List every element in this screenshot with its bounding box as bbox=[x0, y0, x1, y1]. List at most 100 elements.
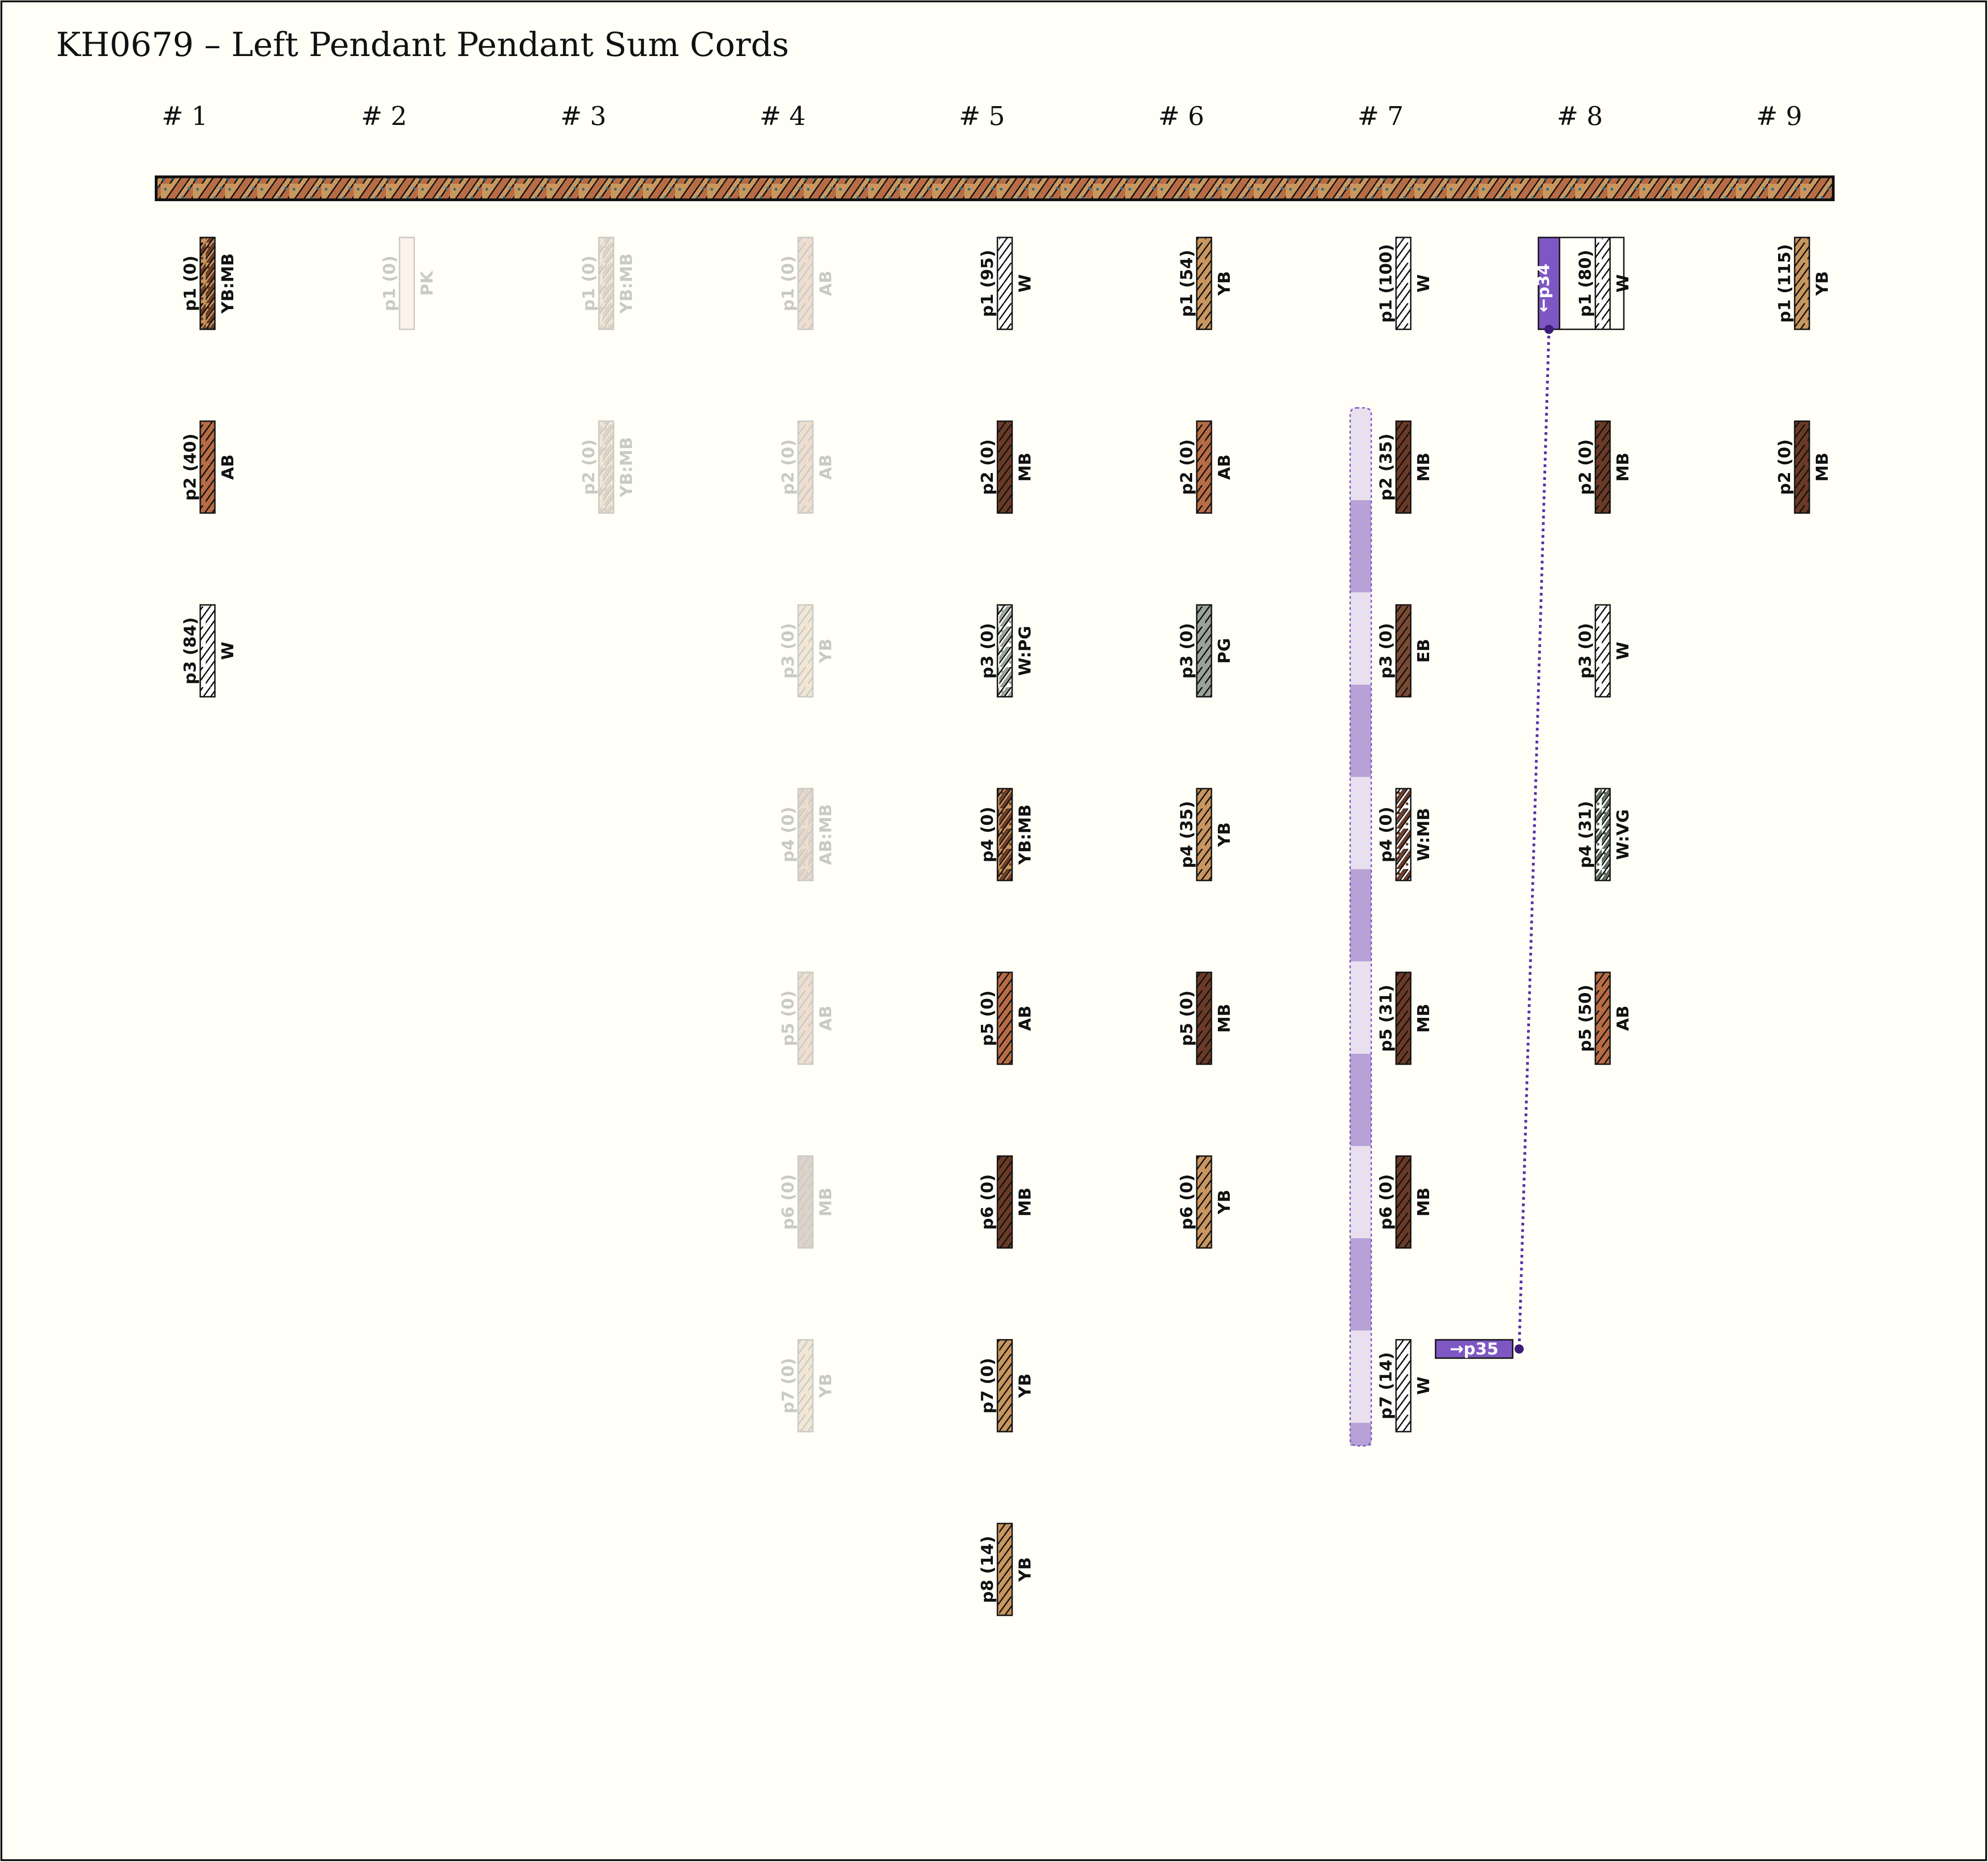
cord-id-label: p3 (0) bbox=[1177, 623, 1196, 678]
group-label: # 1 bbox=[162, 102, 208, 131]
group-label: # 3 bbox=[560, 102, 606, 131]
cord-body bbox=[797, 420, 814, 514]
cord-body bbox=[1196, 1155, 1212, 1249]
pendant-cord: p3 (0) YB bbox=[779, 604, 835, 698]
diagram-title: KH0679 – Left Pendant Pendant Sum Cords bbox=[56, 25, 789, 64]
pendant-cord: p8 (14) YB bbox=[978, 1523, 1035, 1616]
cord-color-label: AB bbox=[219, 454, 237, 480]
cord-id-label: p2 (0) bbox=[580, 439, 598, 495]
cord-id-label: p2 (35) bbox=[1377, 434, 1396, 501]
cord-color-label: YB bbox=[817, 1373, 835, 1399]
cord-body bbox=[997, 1523, 1013, 1616]
cord-color-label: YB bbox=[1813, 271, 1832, 296]
group-label: # 5 bbox=[959, 102, 1005, 131]
pendant-cord: p5 (0) AB bbox=[779, 971, 835, 1065]
cord-body bbox=[997, 971, 1013, 1065]
cord-id-label: p1 (115) bbox=[1775, 244, 1794, 322]
cord-body bbox=[1594, 420, 1611, 514]
cord-body bbox=[1395, 971, 1412, 1065]
cord-body bbox=[1594, 604, 1611, 698]
pendant-cord: p3 (0) W:PG bbox=[978, 604, 1035, 698]
pendant-cord: p1 (0) YB:MB bbox=[580, 237, 636, 330]
cord-id-label: p4 (31) bbox=[1576, 801, 1595, 868]
pendant-cord: p1 (54) YB bbox=[1177, 237, 1234, 330]
cord-color-label: AB bbox=[817, 1005, 835, 1031]
group-label: # 9 bbox=[1756, 102, 1802, 131]
cord-body bbox=[598, 420, 614, 514]
cord-color-label: W bbox=[1614, 642, 1633, 660]
cord-body bbox=[199, 237, 216, 330]
cord-color-label: AB bbox=[1016, 1005, 1035, 1031]
cord-color-label: AB bbox=[1614, 1005, 1633, 1031]
cord-color-label: YB bbox=[817, 638, 835, 664]
pendant-cord: p6 (0) YB bbox=[1177, 1155, 1234, 1249]
cord-body bbox=[598, 237, 614, 330]
sum-band-segment bbox=[1350, 1054, 1371, 1146]
cord-color-label: AB:MB bbox=[817, 804, 835, 865]
pendant-cord: p1 (115) YB bbox=[1775, 237, 1832, 330]
sum-tag-left-label: ←p34 bbox=[1534, 264, 1553, 312]
cord-body bbox=[1196, 237, 1212, 330]
pendant-cord: p2 (0) MB bbox=[978, 420, 1035, 514]
cord-id-label: p3 (84) bbox=[181, 617, 200, 684]
cord-color-label: PG bbox=[1215, 638, 1234, 664]
cord-body bbox=[797, 237, 814, 330]
pendant-cord: p4 (35) YB bbox=[1177, 788, 1234, 881]
cord-color-label: MB bbox=[1614, 452, 1633, 481]
cord-color-label: EB bbox=[1414, 639, 1433, 663]
cord-id-label: p5 (0) bbox=[1177, 990, 1196, 1046]
pendant-cord: p3 (0) W bbox=[1576, 604, 1633, 698]
cord-body bbox=[199, 604, 216, 698]
cord-id-label: p6 (0) bbox=[1177, 1174, 1196, 1230]
pendant-cord: p5 (31) MB bbox=[1377, 971, 1433, 1065]
sum-band-segment bbox=[1350, 1422, 1371, 1446]
cord-color-label: W bbox=[1016, 274, 1035, 293]
cord-id-label: p3 (0) bbox=[1576, 623, 1595, 678]
cord-body bbox=[797, 1155, 814, 1249]
pendant-cords: p1 (0) YB:MB p2 (40) AB p3 (84) Wp1 (0) PK p1 (… bbox=[181, 237, 1832, 1616]
cord-id-label: p1 (54) bbox=[1177, 250, 1196, 317]
cord-body bbox=[1395, 237, 1412, 330]
group-label: # 8 bbox=[1557, 102, 1603, 131]
cord-color-label: MB bbox=[1414, 452, 1433, 481]
cord-body bbox=[1395, 788, 1412, 881]
pendant-cord: p4 (31) W:VG bbox=[1576, 788, 1633, 881]
pendant-cord: p3 (84) W bbox=[181, 604, 237, 698]
cord-id-label: p4 (0) bbox=[779, 807, 798, 862]
pendant-cord: p5 (0) MB bbox=[1177, 971, 1234, 1065]
cord-color-label: PK bbox=[418, 271, 437, 296]
sum-tag-left: ←p34 bbox=[1534, 237, 1625, 330]
cord-id-label: p7 (0) bbox=[978, 1358, 997, 1413]
cord-id-label: p1 (0) bbox=[181, 255, 200, 311]
cord-color-label: YB bbox=[1016, 1557, 1035, 1582]
cord-color-label: W bbox=[1414, 274, 1433, 293]
pendant-cord: p2 (0) YB:MB bbox=[580, 420, 636, 514]
cord-id-label: p1 (0) bbox=[580, 255, 598, 311]
sum-links: ←p34 →p35 bbox=[1435, 237, 1625, 1359]
cord-color-label: W:PG bbox=[1016, 626, 1035, 676]
cord-id-label: p1 (80) bbox=[1576, 250, 1595, 317]
sum-band-segment bbox=[1350, 869, 1371, 962]
cord-color-label: YB:MB bbox=[219, 253, 237, 314]
cord-color-label: YB bbox=[1215, 822, 1234, 847]
cord-body bbox=[1395, 1155, 1412, 1249]
sum-band bbox=[1349, 407, 1372, 1447]
cord-color-label: YB:MB bbox=[617, 253, 636, 314]
cord-body bbox=[1794, 420, 1810, 514]
cord-color-label: YB bbox=[1016, 1373, 1035, 1399]
cord-body bbox=[797, 1339, 814, 1433]
pendant-cord: p4 (0) W:MB bbox=[1377, 788, 1433, 881]
cord-id-label: p4 (0) bbox=[1377, 807, 1396, 862]
sum-tag-right: →p35 bbox=[1435, 1339, 1514, 1359]
cord-color-label: MB bbox=[1215, 1004, 1234, 1033]
cord-color-label: W bbox=[219, 642, 237, 660]
cord-id-label: p6 (0) bbox=[1377, 1174, 1396, 1230]
pendant-cord: p3 (0) EB bbox=[1377, 604, 1433, 698]
cord-id-label: p5 (31) bbox=[1377, 985, 1396, 1052]
pendant-cord: p2 (40) AB bbox=[181, 420, 237, 514]
cord-id-label: p1 (95) bbox=[978, 250, 997, 317]
cord-body bbox=[797, 604, 814, 698]
sum-band-segment bbox=[1350, 684, 1371, 777]
cord-body bbox=[1196, 971, 1212, 1065]
